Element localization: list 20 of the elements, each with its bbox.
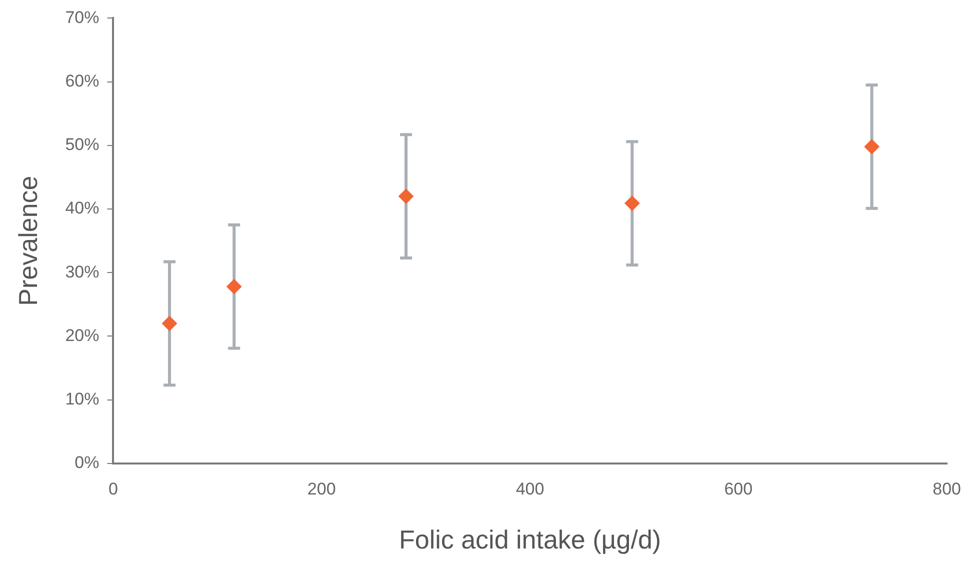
y-tick-label: 40% [65,198,100,218]
point [226,279,242,294]
y-tick-label: 30% [65,262,100,282]
y-tick-label: 60% [65,71,100,90]
point [162,316,177,331]
point [624,196,640,211]
y-tick-label: 50% [65,135,100,154]
x-tick-label: 800 [932,479,962,498]
x-tick-label: 0 [108,479,118,498]
point [864,139,880,154]
point [398,188,414,204]
y-tick-label: 10% [65,389,100,408]
y-axis-title: Prevalence [12,176,43,306]
x-tick-label: 400 [516,479,544,498]
x-axis-title: Folic acid intake (µg/d) [398,524,662,555]
x-tick-label: 200 [307,479,336,498]
x-tick-label: 600 [724,479,753,498]
y-tick-label: 20% [65,326,100,345]
y-tick-label: 70% [65,8,100,27]
y-tick-label: 0% [74,453,100,472]
